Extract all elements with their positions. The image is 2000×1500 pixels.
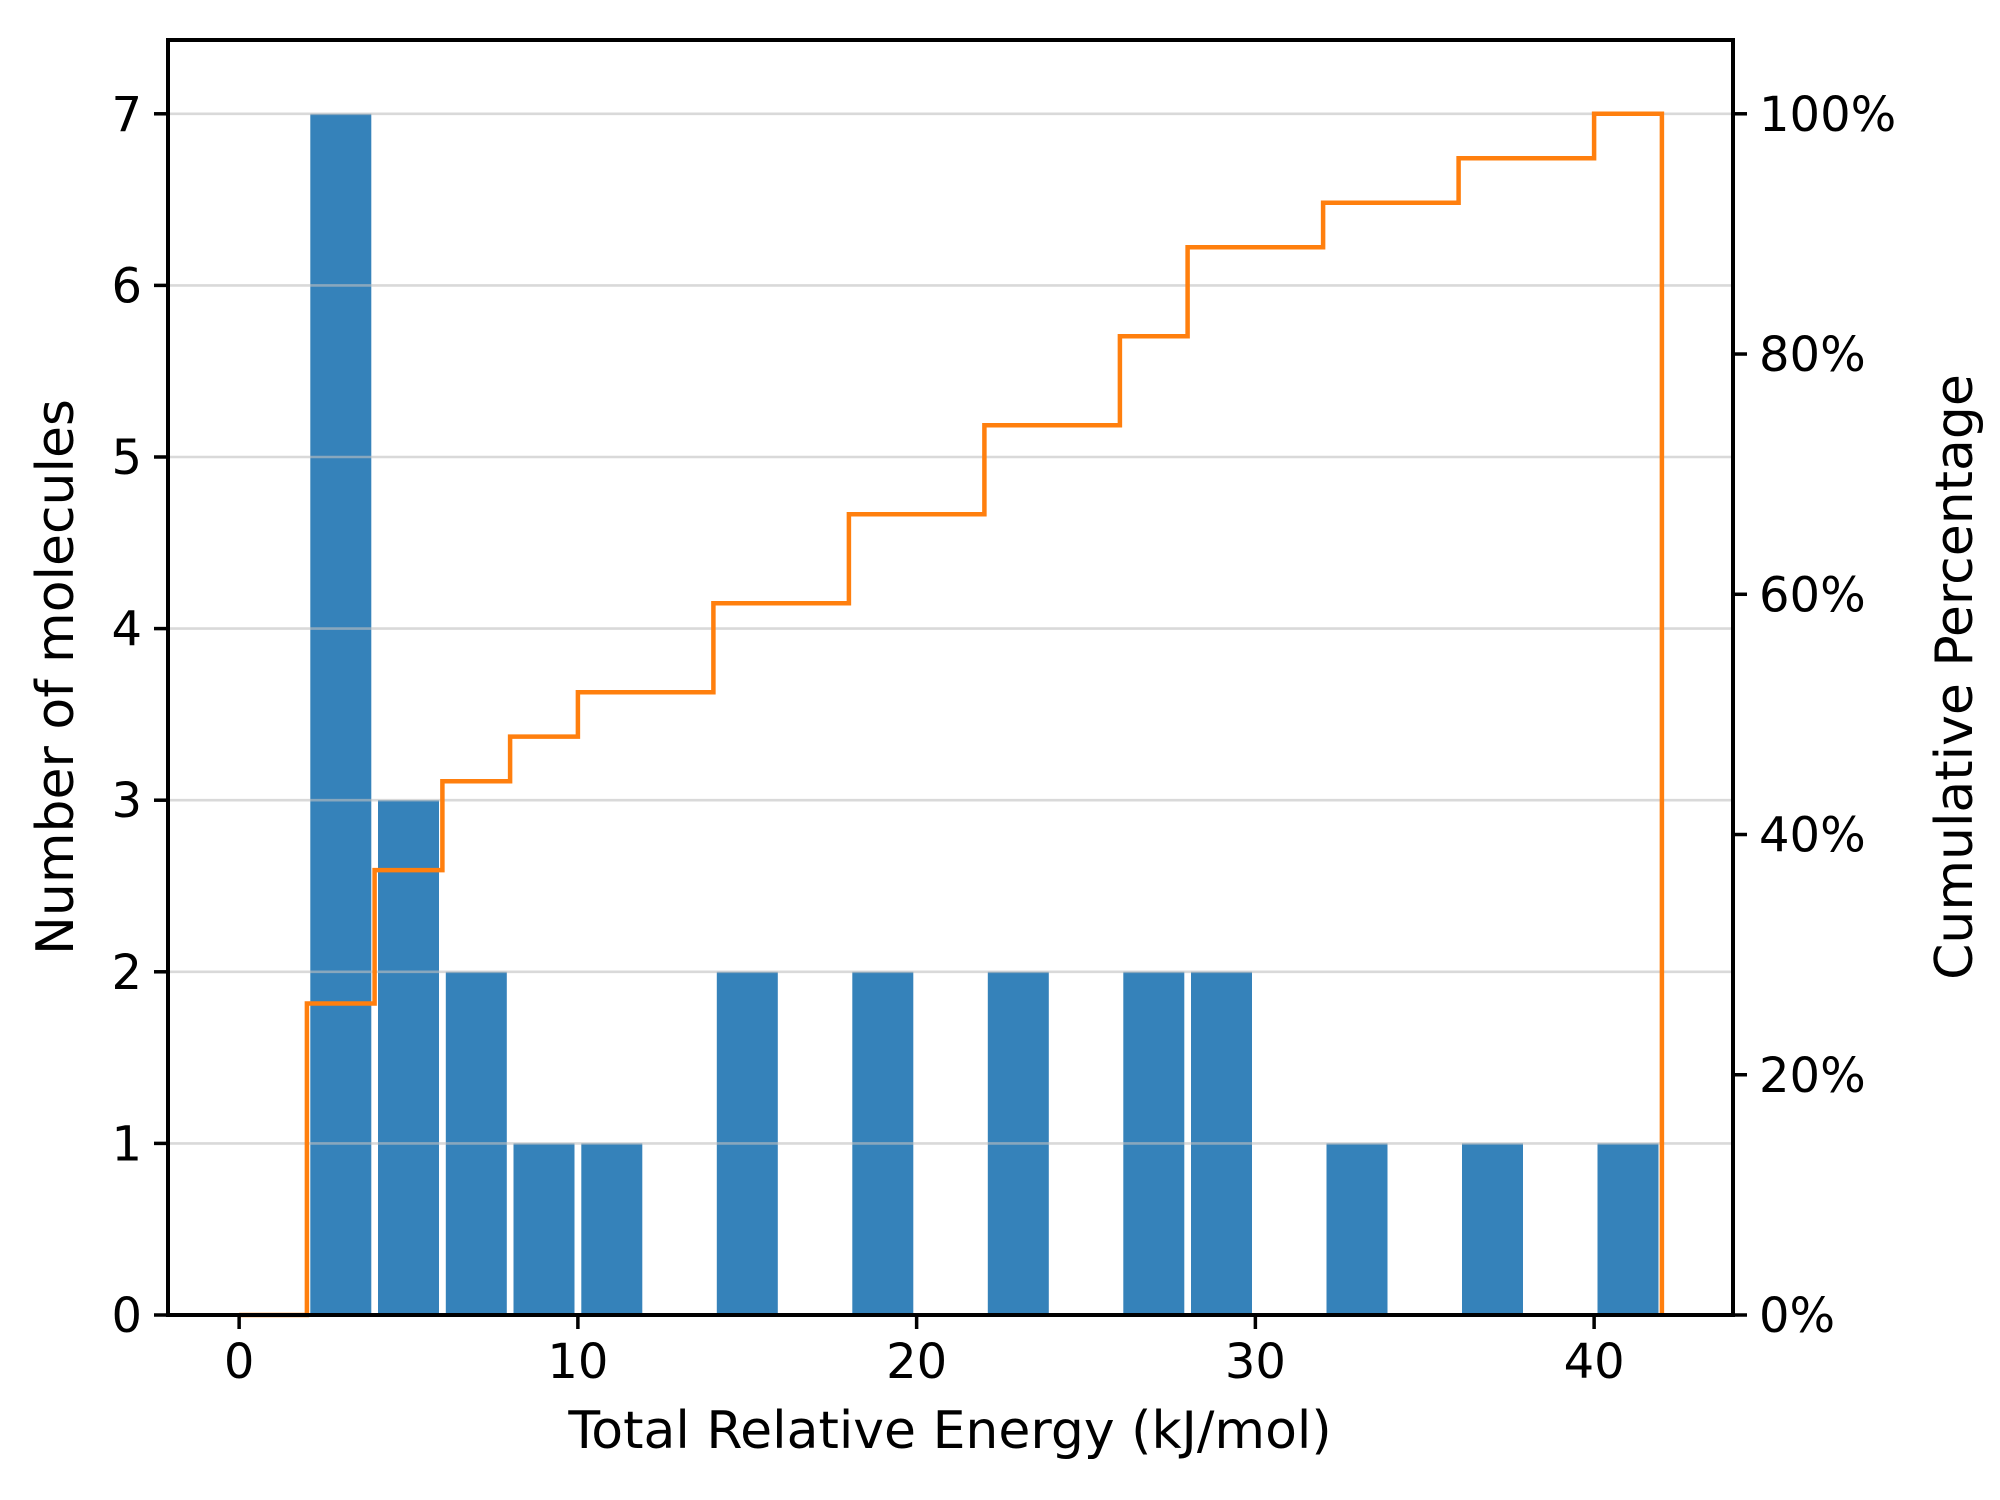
gridlines-group: [168, 112, 1733, 1145]
y-axis-left-tick-label: 5: [111, 430, 142, 486]
plot-area-border: [166, 38, 1735, 1317]
y-axis-left-tick-label: 4: [111, 602, 142, 658]
axis-labels-group: Total Relative Energy (kJ/mol) Number of…: [26, 374, 1985, 1461]
x-axis-tick-label: 30: [1225, 1334, 1286, 1390]
y-axis-left-label: Number of molecules: [26, 399, 86, 955]
y-axis-left-tick-label: 2: [111, 945, 142, 1001]
y-axis-right-tick-label: 0%: [1759, 1288, 1835, 1344]
y-axis-left-tick-label: 0: [111, 1288, 142, 1344]
y-axis-left-tick-label: 6: [111, 258, 142, 314]
histogram-bar: [1326, 1143, 1388, 1315]
y-axis-left-tick-label: 3: [111, 773, 142, 829]
y-axis-right-tick-label: 100%: [1759, 87, 1896, 143]
histogram-bar: [581, 1143, 643, 1315]
x-axis-tick-label: 0: [224, 1334, 255, 1390]
histogram-bar: [310, 113, 372, 1315]
y-axis-left-tick-label: 1: [111, 1116, 142, 1172]
cumulative-line-group: [239, 111, 1665, 1318]
y-axis-right-tick-label: 20%: [1759, 1048, 1866, 1104]
cumulative-percentage-line: [239, 111, 1665, 1318]
x-axis-tick-label: 10: [547, 1334, 608, 1390]
histogram-bar: [378, 800, 439, 1315]
x-axis-tick-label: 40: [1564, 1334, 1625, 1390]
histogram-bar: [1462, 1143, 1523, 1315]
y-axis-right-tick-label: 40%: [1759, 808, 1866, 864]
histogram-bar: [513, 1143, 575, 1315]
axes-group: 0 10 20 30 40 0 1 2 3 4 5 6 7 0% 20% 40% 60% 80% 100%: [111, 38, 1896, 1390]
x-axis-label: Total Relative Energy (kJ/mol): [567, 1401, 1331, 1461]
y-axis-right-tick-label: 60%: [1759, 567, 1866, 623]
histogram-bar: [1597, 1143, 1659, 1315]
x-axis-tick-label: 20: [886, 1334, 947, 1390]
bars-group: [310, 113, 1659, 1315]
y-axis-left-tick-label: 7: [111, 87, 142, 143]
y-axis-right-label: Cumulative Percentage: [1925, 374, 1985, 980]
y-axis-right-tick-label: 80%: [1759, 327, 1866, 383]
